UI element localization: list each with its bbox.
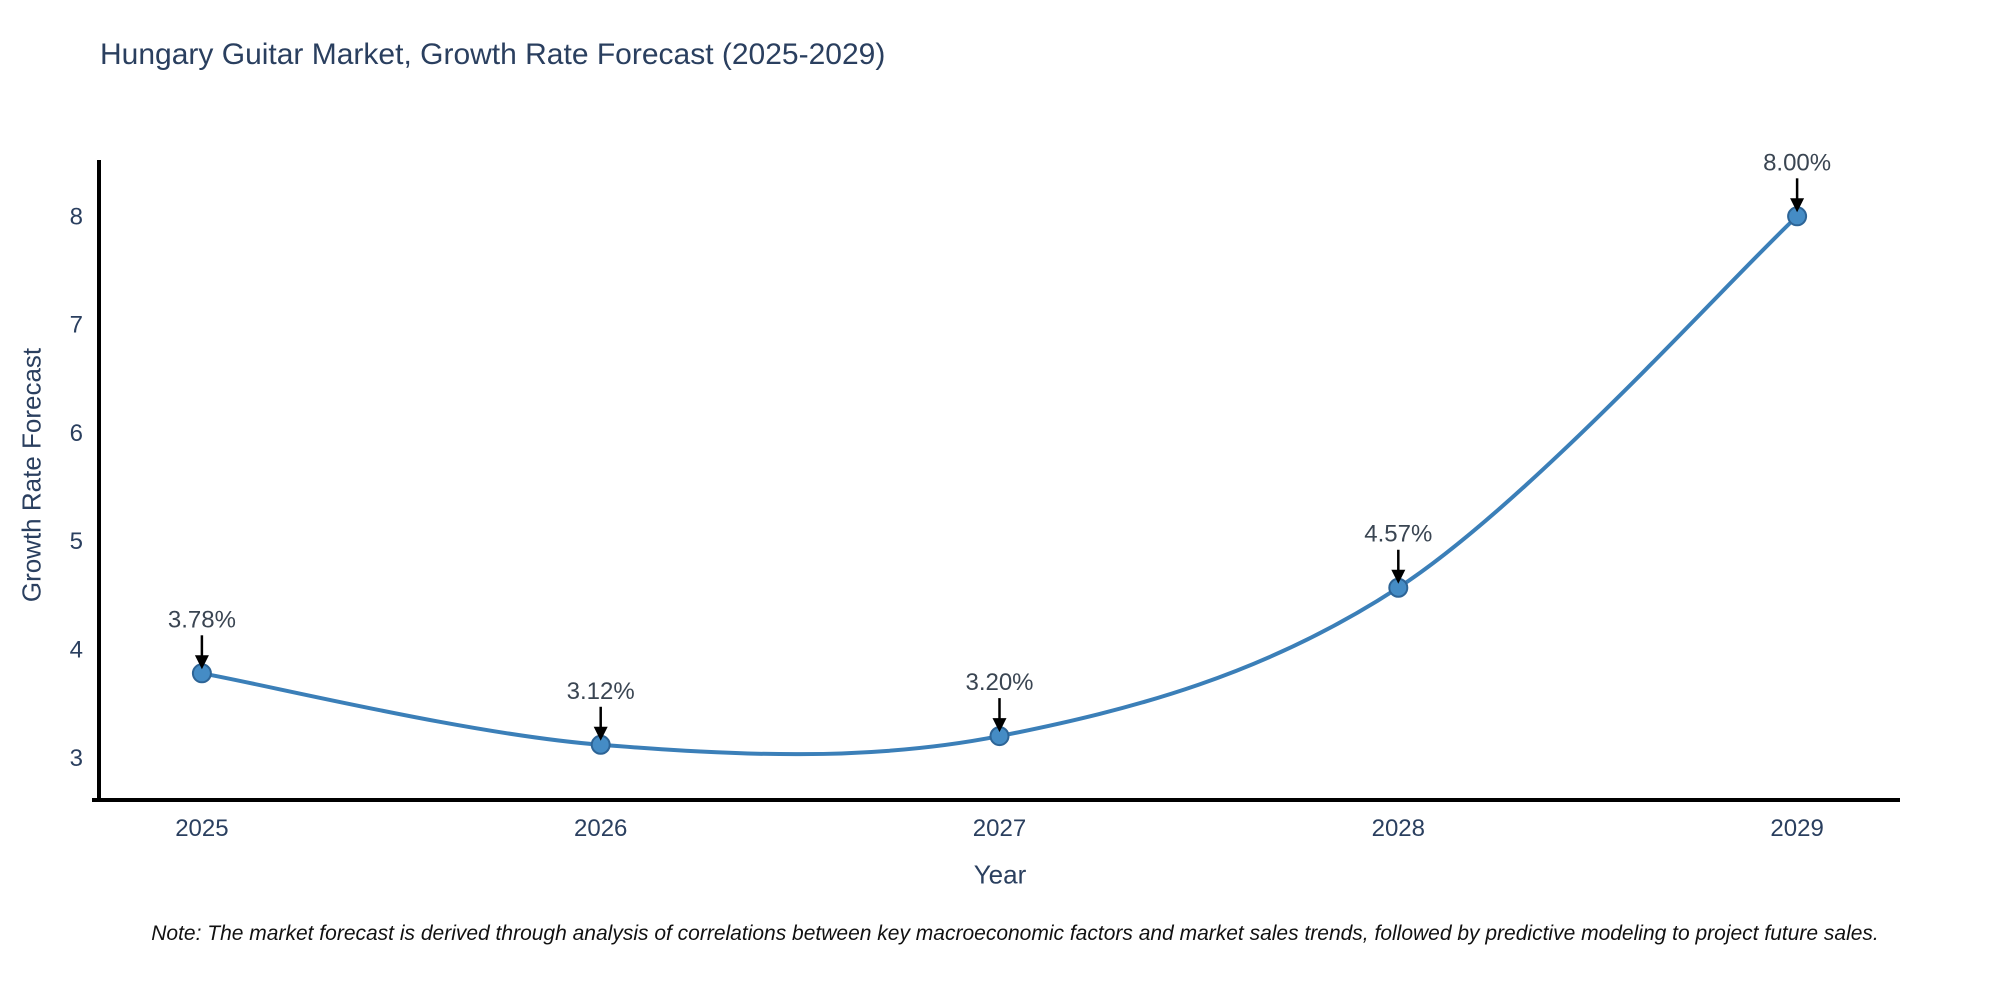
- x-tick-label: 2028: [1372, 815, 1425, 842]
- x-tick-label: 2029: [1770, 815, 1823, 842]
- data-point-label: 4.57%: [1364, 521, 1432, 548]
- annotation-arrow-head: [1391, 569, 1406, 584]
- x-tick-label: 2026: [574, 815, 627, 842]
- x-axis-title: Year: [973, 859, 1027, 890]
- y-tick-label: 4: [70, 636, 83, 663]
- y-tick-label: 6: [70, 420, 83, 447]
- data-point-label: 3.78%: [168, 606, 236, 633]
- y-tick-label: 3: [70, 745, 83, 772]
- data-point-label: 3.12%: [567, 678, 635, 705]
- annotation-arrow-head: [1790, 198, 1805, 213]
- y-tick-label: 8: [70, 203, 83, 230]
- x-tick-label: 2025: [175, 815, 228, 842]
- y-tick-label: 5: [70, 528, 83, 555]
- annotation-arrow-head: [593, 726, 608, 741]
- y-tick-label: 7: [70, 312, 83, 339]
- chart-title: Hungary Guitar Market, Growth Rate Forec…: [100, 38, 886, 71]
- data-point-label: 3.20%: [965, 669, 1033, 696]
- x-tick-label: 2027: [973, 815, 1026, 842]
- annotation-arrow-head: [194, 655, 209, 670]
- footnote: Note: The market forecast is derived thr…: [151, 922, 1879, 945]
- annotation-arrow-head: [992, 718, 1007, 733]
- data-point-label: 8.00%: [1763, 149, 1831, 176]
